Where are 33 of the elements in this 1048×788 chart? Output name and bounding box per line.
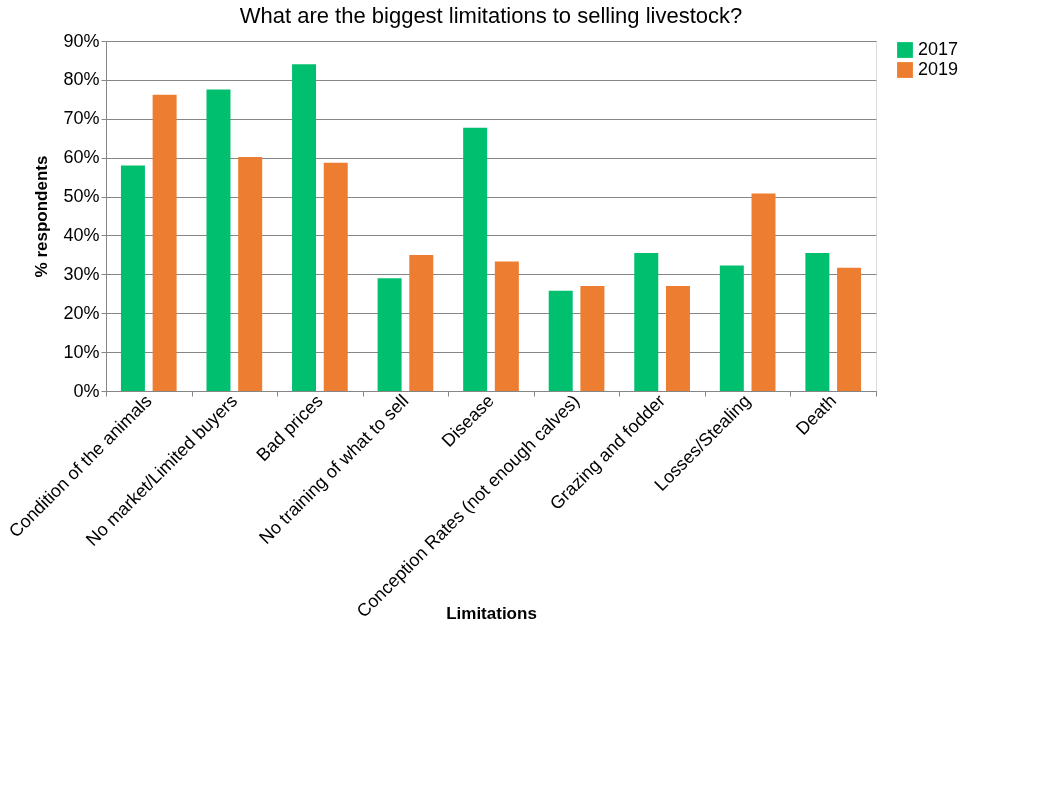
bar <box>409 254 434 391</box>
bar <box>120 165 145 391</box>
y-tick-label: 70% <box>63 108 100 129</box>
x-axis-title: Limitations <box>446 603 537 623</box>
y-tick-label: 40% <box>63 224 100 245</box>
y-tick-label: 60% <box>63 147 100 168</box>
y-tick-label: 0% <box>73 380 100 401</box>
legend-label: 2017 <box>918 39 959 59</box>
y-tick-label: 80% <box>63 69 100 90</box>
bar <box>548 290 573 391</box>
bar <box>580 286 605 391</box>
legend-label: 2019 <box>918 59 959 79</box>
y-tick-label: 50% <box>63 186 100 207</box>
y-tick-label: 20% <box>63 302 100 323</box>
bar <box>837 267 862 391</box>
bar <box>463 127 488 391</box>
chart-title: What are the biggest limitations to selling livestock? <box>239 3 743 28</box>
bar <box>238 156 263 391</box>
bar <box>377 278 402 391</box>
bar <box>719 265 744 391</box>
bar <box>494 261 519 391</box>
y-tick-label: 10% <box>63 341 100 362</box>
y-axis-title: % respondents <box>32 155 52 278</box>
y-tick-label: 30% <box>63 263 100 284</box>
bar <box>665 286 690 391</box>
bar <box>805 252 830 391</box>
bar <box>152 94 177 391</box>
bar <box>292 64 317 391</box>
bar <box>323 162 348 391</box>
y-tick-label: 90% <box>63 30 100 51</box>
bar <box>751 193 776 391</box>
bar <box>634 252 659 391</box>
bar <box>206 89 231 391</box>
